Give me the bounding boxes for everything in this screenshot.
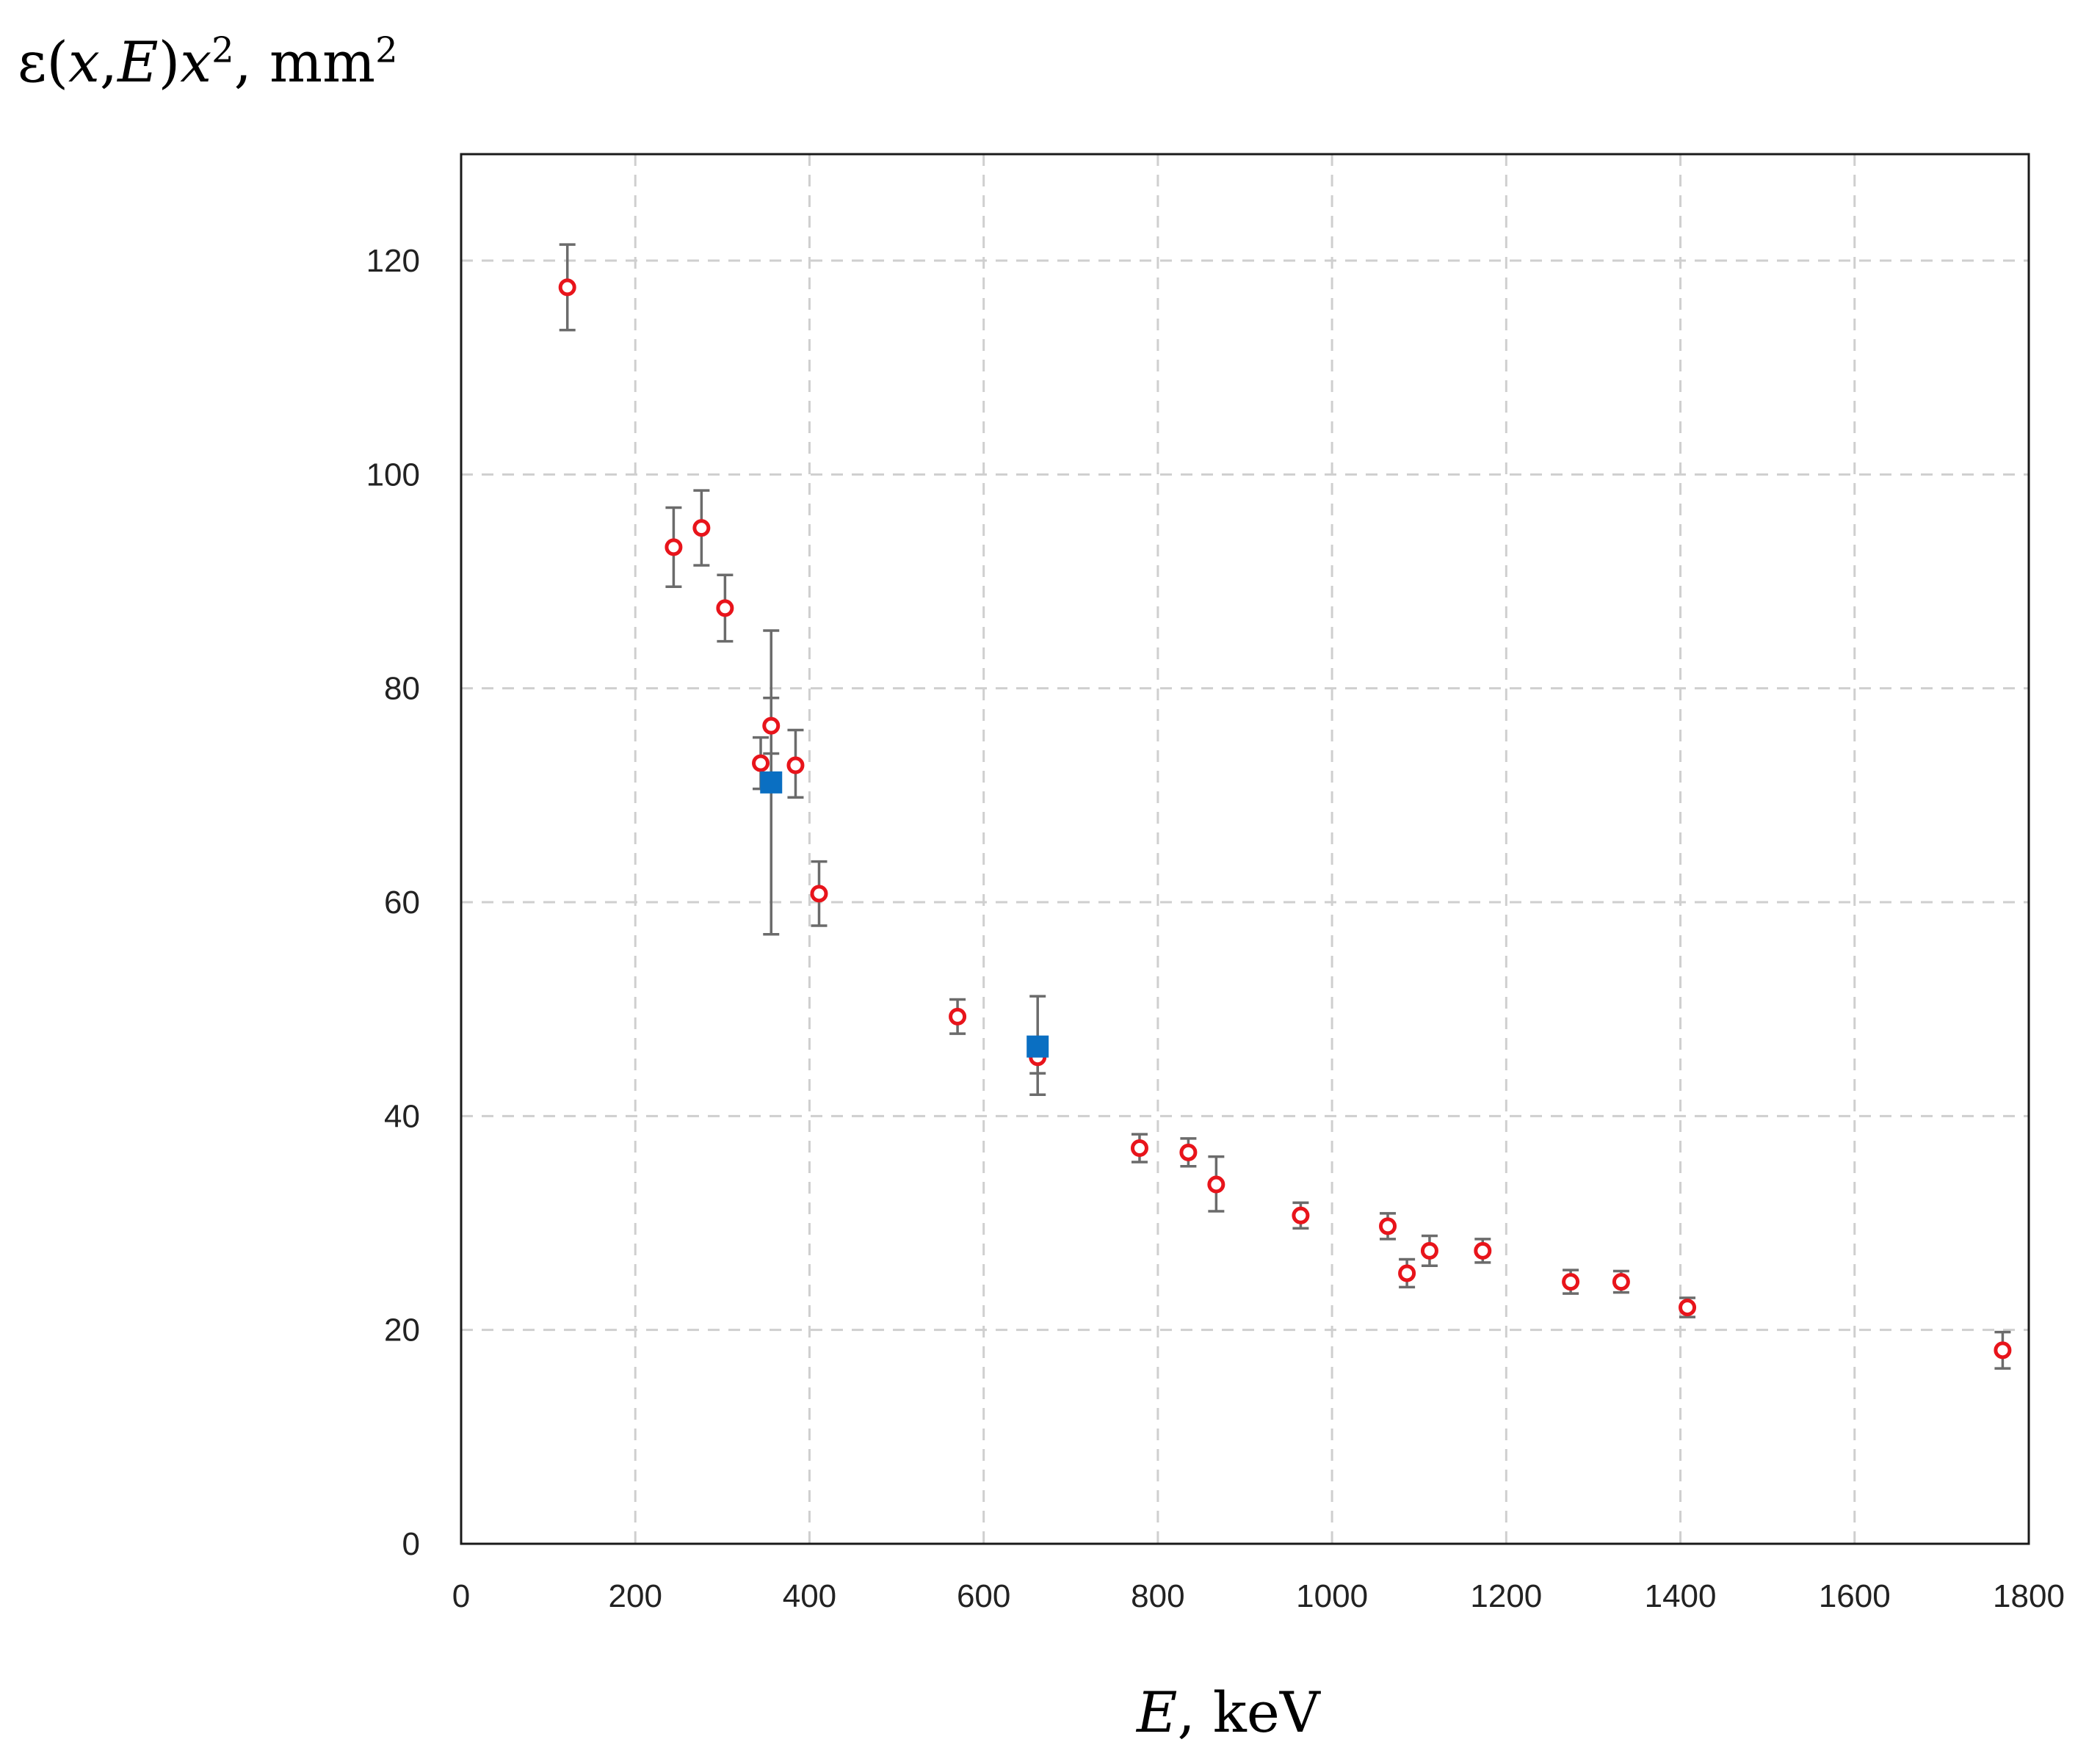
data-point-circle	[1994, 1341, 2012, 1360]
x-tick-label: 200	[609, 1578, 662, 1614]
data-point-square	[760, 771, 783, 794]
x-tick-label: 1600	[1819, 1578, 1891, 1614]
data-point-circle	[1562, 1273, 1580, 1291]
data-point-circle	[1474, 1241, 1492, 1260]
data-point-circle	[1292, 1206, 1310, 1224]
data-point-circle	[1420, 1241, 1438, 1260]
data-point-circle	[1398, 1264, 1416, 1282]
data-point-circle	[1207, 1175, 1225, 1194]
x-tick-label: 1800	[1993, 1578, 2065, 1614]
data-point-circle	[762, 716, 781, 735]
data-point-circle	[558, 278, 576, 297]
data-point-circle	[1612, 1273, 1630, 1291]
data-point-circle	[716, 599, 734, 617]
x-tick-label: 0	[452, 1578, 470, 1614]
data-point-circle	[949, 1007, 967, 1026]
x-tick-label: 400	[783, 1578, 836, 1614]
x-tick-label: 1400	[1645, 1578, 1717, 1614]
data-point-circle	[1679, 1299, 1697, 1317]
data-point-circle	[786, 756, 805, 774]
plot-frame	[460, 153, 2030, 1545]
data-point-circle	[810, 885, 828, 903]
x-tick-label: 1200	[1470, 1578, 1542, 1614]
y-tick-label: 100	[366, 457, 420, 493]
x-tick-label: 800	[1131, 1578, 1184, 1614]
y-tick-label: 40	[384, 1098, 420, 1134]
x-tick-label: 600	[957, 1578, 1010, 1614]
y-tick-label: 0	[402, 1526, 420, 1562]
grid-lines	[461, 154, 2029, 1544]
x-axis-label: E, keV	[1137, 1680, 1320, 1745]
data-point-circle	[752, 754, 770, 772]
data-point-circle	[1130, 1139, 1148, 1158]
x-tick-label: 1000	[1296, 1578, 1368, 1614]
data-points	[558, 243, 2012, 1370]
y-tick-label: 60	[384, 885, 420, 921]
y-tick-label: 120	[366, 243, 420, 279]
y-tick-label: 80	[384, 671, 420, 707]
tick-labels: 0 200 400 600 800 1000 1200 1400 1600 1800 0 20 40 60…	[366, 243, 2065, 1614]
data-point-circle	[692, 519, 711, 537]
y-axis-label: ε(x,E)x2, mm2	[18, 29, 398, 95]
y-tick-label: 20	[384, 1313, 420, 1349]
data-point-circle	[1379, 1217, 1397, 1235]
data-point-circle	[1179, 1143, 1198, 1161]
data-point-circle	[665, 538, 683, 556]
data-point-square	[1027, 1035, 1049, 1058]
